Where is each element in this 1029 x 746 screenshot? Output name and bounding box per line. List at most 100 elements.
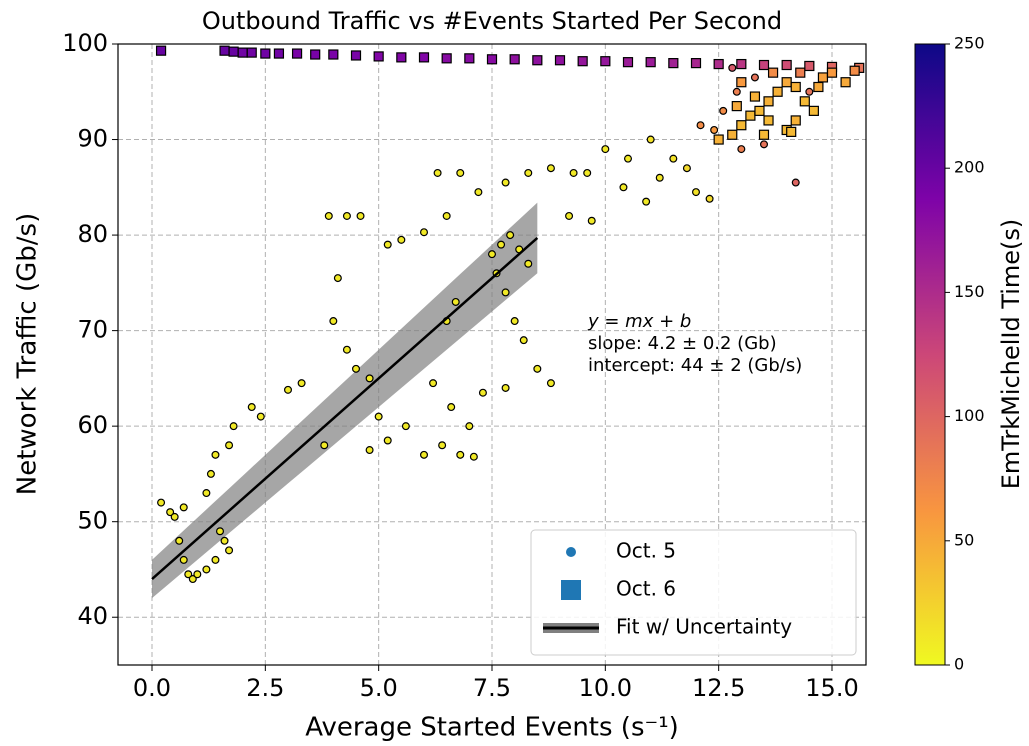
point	[188, 575, 197, 584]
x-tick-label: 0.0	[133, 674, 171, 702]
point	[808, 105, 819, 116]
point	[622, 57, 634, 68]
point	[297, 379, 306, 388]
point	[179, 503, 188, 512]
point	[669, 154, 678, 163]
point	[728, 63, 737, 72]
axes-frame	[117, 43, 867, 666]
colorbar-tick-label: 0	[954, 655, 964, 674]
point	[438, 441, 447, 450]
point	[713, 58, 724, 70]
x-tick-label: 5.0	[360, 674, 398, 702]
point	[478, 388, 487, 397]
point	[682, 164, 691, 173]
point	[155, 45, 167, 56]
point	[524, 259, 533, 268]
x-tick-label: 2.5	[246, 674, 284, 702]
plot-area	[151, 45, 865, 599]
point	[333, 274, 342, 283]
point	[206, 469, 215, 478]
point	[840, 77, 851, 88]
point	[587, 216, 596, 225]
point	[229, 422, 238, 431]
y-tick-label: 50	[77, 507, 108, 535]
point	[713, 134, 724, 145]
point	[781, 59, 792, 71]
point	[642, 197, 651, 206]
point	[754, 105, 765, 116]
point	[532, 55, 543, 66]
point	[533, 364, 542, 373]
point	[396, 52, 407, 63]
point	[804, 60, 815, 72]
point	[310, 49, 321, 60]
point	[474, 188, 483, 197]
legend-label: Oct. 6	[616, 577, 676, 601]
point	[260, 48, 271, 59]
point	[365, 374, 374, 383]
point	[273, 48, 285, 59]
point	[465, 422, 474, 431]
point	[668, 58, 679, 69]
point	[373, 51, 384, 62]
point	[501, 288, 510, 297]
point	[356, 211, 365, 220]
point	[501, 383, 510, 392]
x-tick-label: 12.5	[692, 674, 745, 702]
point	[447, 403, 456, 412]
point	[577, 56, 588, 67]
point	[418, 52, 430, 63]
point	[237, 47, 248, 58]
point	[719, 106, 728, 115]
x-axis-label: Average Started Events (s⁻¹)	[305, 713, 679, 743]
point	[791, 178, 800, 187]
point	[442, 211, 451, 220]
point	[383, 436, 392, 445]
legend-label: Oct. 5	[616, 539, 676, 563]
point	[759, 140, 768, 149]
point	[546, 379, 555, 388]
point	[202, 565, 211, 574]
annotation: intercept: 44 ± 2 (Gb/s)	[588, 355, 802, 376]
point	[247, 403, 256, 412]
colorbar-tick-label: 250	[954, 34, 985, 53]
point	[546, 164, 555, 173]
point	[420, 450, 429, 459]
colorbar-tick-label: 100	[954, 406, 985, 425]
point	[826, 67, 838, 78]
point	[216, 527, 225, 536]
point	[710, 125, 719, 134]
point	[157, 498, 166, 507]
point	[451, 297, 460, 306]
colorbar-label: EmTrkMichelId Time(s)	[997, 219, 1025, 490]
point	[736, 58, 747, 70]
point	[790, 115, 801, 126]
point	[691, 188, 700, 197]
point	[486, 54, 498, 65]
annotation: y = mx + b	[587, 311, 691, 332]
point	[772, 86, 783, 97]
point	[745, 110, 756, 121]
point	[225, 441, 234, 450]
point	[750, 73, 759, 82]
point	[342, 211, 351, 220]
point	[374, 412, 383, 421]
fit-line	[151, 237, 539, 580]
point	[749, 91, 761, 102]
point	[795, 67, 806, 78]
point	[193, 570, 202, 579]
point	[228, 46, 239, 57]
colorbar-tick-label: 200	[954, 158, 985, 177]
point	[696, 121, 705, 130]
y-tick-label: 100	[62, 29, 108, 57]
point	[352, 364, 361, 373]
point	[805, 87, 814, 96]
point	[202, 489, 211, 498]
colorbar-tick-label: 150	[954, 282, 985, 301]
x-tick-label: 10.0	[579, 674, 632, 702]
point	[433, 168, 442, 177]
y-tick-label: 90	[77, 125, 108, 153]
x-tick-label: 7.5	[473, 674, 511, 702]
point	[524, 168, 533, 177]
point	[329, 317, 338, 326]
